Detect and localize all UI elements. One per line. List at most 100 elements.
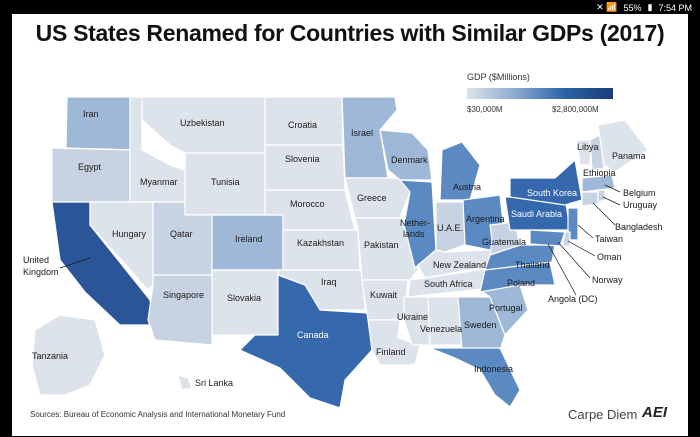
- state-sd: [264, 144, 346, 191]
- label-ma: Belgium: [623, 188, 656, 198]
- label-ut: Qatar: [170, 229, 193, 239]
- label-il-2: lands: [403, 229, 425, 239]
- state-vt: [576, 139, 593, 166]
- label-mo: Pakistan: [364, 240, 399, 250]
- legend-min: $30,000M: [467, 105, 503, 114]
- label-co: Ireland: [235, 234, 263, 244]
- label-wv: Guatemala: [482, 237, 526, 247]
- label-ia: Greece: [357, 193, 387, 203]
- label-ct: Bangladesh: [615, 222, 663, 232]
- state-in: [435, 201, 466, 253]
- label-pa: Saudi Arabia: [511, 209, 562, 219]
- state-la: [367, 319, 421, 366]
- state-wi: [379, 129, 433, 181]
- state-al: [427, 296, 463, 346]
- label-nv: Hungary: [112, 229, 147, 239]
- state-ms: [403, 296, 431, 346]
- legend: GDP ($Millions) $30,000M $2,800,000M: [467, 72, 627, 114]
- label-oh: Argentina: [466, 214, 505, 224]
- label-mi: Austria: [453, 182, 481, 192]
- label-ny: South Korea: [527, 188, 577, 198]
- label-ca-2: Kingdom: [23, 267, 59, 277]
- legend-title: GDP ($Millions): [467, 72, 530, 82]
- leader-taiwan: [577, 224, 594, 239]
- battery-level: 55%: [623, 2, 642, 13]
- label-fl: Indonesia: [474, 364, 513, 374]
- clock: 7:54 PM: [658, 2, 692, 13]
- label-wi: Denmark: [391, 155, 428, 165]
- label-il-1: Nether-: [400, 218, 430, 228]
- label-ak: Tanzania: [32, 351, 68, 361]
- label-ne: Morocco: [290, 199, 325, 209]
- label-or: Egypt: [78, 162, 102, 172]
- status-bar: ✕ 📶 55% ▮ 7:54 PM: [0, 0, 700, 14]
- label-sc: Portugal: [489, 303, 523, 313]
- state-ia: [344, 177, 411, 219]
- state-ks: [282, 229, 361, 271]
- label-sd: Slovenia: [285, 154, 320, 164]
- state-fl: [429, 347, 521, 408]
- label-al: Venezuela: [420, 324, 462, 334]
- legend-max: $2,800,000M: [552, 105, 599, 114]
- label-wy: Tunisia: [211, 177, 240, 187]
- label-nd: Croatia: [288, 120, 317, 130]
- state-de: [562, 231, 571, 247]
- label-ms: Ukraine: [397, 312, 428, 322]
- state-md: [529, 229, 566, 247]
- label-ga: Sweden: [464, 320, 497, 330]
- state-tx: [239, 274, 373, 409]
- label-mn: Israel: [351, 128, 373, 138]
- state-ct: [581, 191, 599, 207]
- leader-uruguay: [602, 196, 621, 206]
- leader-belgium: [604, 184, 621, 193]
- map-title: US States Renamed for Countries with Sim…: [35, 20, 665, 46]
- label-ky: New Zealand: [433, 260, 486, 270]
- state-ri: [597, 189, 606, 203]
- leader-lines: [59, 184, 621, 296]
- label-tn: South Africa: [424, 279, 473, 289]
- label-az: Singapore: [163, 290, 204, 300]
- aei-logo: AEI: [642, 404, 668, 421]
- state-ga: [457, 296, 506, 351]
- label-nm: Slovakia: [227, 293, 261, 303]
- label-nj: Taiwan: [595, 234, 623, 244]
- label-tx: Canada: [297, 330, 329, 340]
- label-in: U.A.E.: [437, 223, 463, 233]
- battery-icon: ▮: [647, 2, 653, 12]
- state-or: [51, 147, 131, 203]
- state-labels: Iran Egypt United Kingdom Hungary Myanma…: [23, 109, 663, 388]
- state-wa: [65, 96, 139, 151]
- state-az: [147, 274, 213, 346]
- label-me: Panama: [612, 151, 646, 161]
- label-wa: Iran: [83, 109, 99, 119]
- label-va: Thailand: [515, 260, 550, 270]
- status-right: ✕ 📶 55% ▮ 7:54 PM: [596, 2, 692, 13]
- label-ca-1: United: [23, 255, 49, 265]
- state-ma: [581, 174, 616, 193]
- state-mo: [354, 217, 419, 281]
- label-hi: Sri Lanka: [195, 378, 233, 388]
- label-ok: Iraq: [321, 277, 337, 287]
- label-nh: Ethiopia: [583, 168, 616, 178]
- state-il: [399, 179, 437, 269]
- leader-bangladesh: [592, 202, 616, 226]
- label-md: Norway: [592, 275, 623, 285]
- label-vt: Libya: [577, 142, 599, 152]
- label-la: Finland: [376, 347, 406, 357]
- label-id: Myanmar: [140, 177, 178, 187]
- label-dc: Angola (DC): [548, 294, 598, 304]
- label-ri: Uruguay: [623, 200, 658, 210]
- leader-angola: [547, 243, 577, 296]
- signal-icon: ✕ 📶: [596, 2, 618, 12]
- state-ny: [509, 159, 583, 206]
- brand-name: Carpe Diem: [568, 407, 638, 422]
- state-mi: [439, 141, 481, 201]
- label-ks: Kazakhstan: [297, 238, 344, 248]
- leader-oman: [567, 240, 596, 257]
- state-ak: [31, 314, 106, 396]
- label-nc: Poland: [507, 278, 535, 288]
- leader-norway: [557, 241, 591, 279]
- state-hi: [177, 374, 193, 391]
- source-note: Sources: Bureau of Economic Analysis and…: [30, 410, 286, 419]
